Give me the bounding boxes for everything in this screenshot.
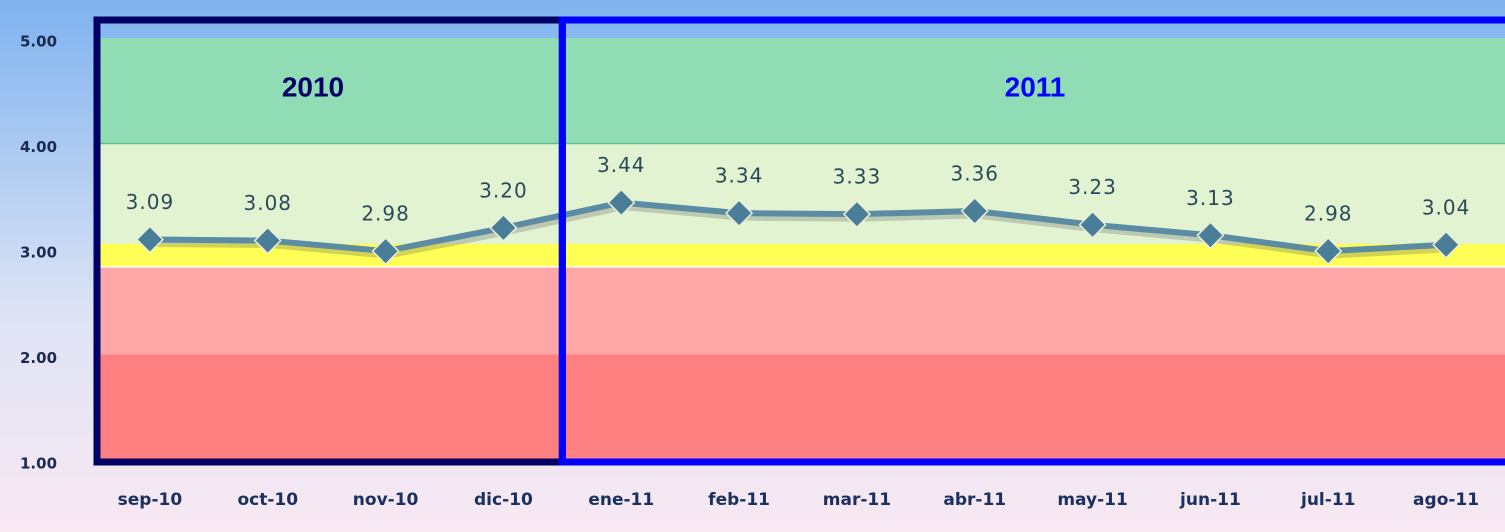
line: [149, 199, 1447, 255]
marker: [960, 196, 989, 226]
y-tick-label: 5.00: [20, 33, 57, 51]
threshold-band: [97, 266, 1505, 355]
value-label: 3.23: [1068, 175, 1117, 199]
x-tick-label: feb-11: [708, 490, 770, 510]
value-label: 3.34: [715, 164, 764, 188]
marker: [725, 199, 754, 228]
x-tick-label: jul-11: [1300, 490, 1355, 510]
value-label: 3.08: [243, 191, 292, 215]
x-tick-label: ago-11: [1413, 490, 1479, 510]
marker: [1432, 230, 1461, 259]
year-box: [558, 16, 1505, 466]
marker: [607, 188, 636, 217]
marker: [135, 225, 164, 254]
marker: [489, 213, 518, 242]
line-shadow: [151, 203, 1449, 259]
marker: [253, 226, 282, 255]
marker: [371, 237, 400, 266]
value-label: 3.20: [479, 178, 528, 202]
year-label: 2011: [1005, 71, 1066, 102]
x-tick-label: jun-11: [1179, 490, 1241, 510]
marker: [1314, 237, 1343, 266]
y-tick-label: 2.00: [20, 349, 57, 367]
threshold-band: [97, 143, 1505, 244]
threshold-band: [97, 354, 1505, 460]
x-tick-label: sep-10: [118, 490, 183, 510]
x-tick-label: dic-10: [474, 490, 533, 510]
value-label: 3.13: [1186, 186, 1235, 210]
marker: [1196, 221, 1225, 250]
marker: [842, 200, 871, 229]
x-tick-label: abr-11: [943, 490, 1006, 510]
value-label: 3.09: [126, 190, 175, 214]
threshold-band: [97, 243, 1505, 267]
value-label: 3.44: [597, 153, 646, 177]
threshold-band: [97, 38, 1505, 144]
value-label: 2.98: [1304, 202, 1353, 226]
y-tick-label: 1.00: [20, 455, 57, 473]
x-tick-label: oct-10: [237, 490, 298, 510]
value-label: 3.04: [1422, 195, 1471, 219]
value-label: 2.98: [361, 202, 410, 226]
x-tick-label: ene-11: [588, 490, 654, 510]
x-tick-label: may-11: [1057, 490, 1127, 510]
x-tick-label: mar-11: [823, 490, 891, 510]
marker: [1078, 210, 1107, 239]
y-tick-label: 3.00: [20, 244, 57, 262]
value-label: 3.36: [950, 162, 999, 186]
x-tick-label: nov-10: [353, 490, 419, 510]
value-label: 3.33: [833, 165, 882, 189]
year-label: 2010: [282, 71, 344, 102]
y-tick-label: 4.00: [20, 138, 57, 156]
